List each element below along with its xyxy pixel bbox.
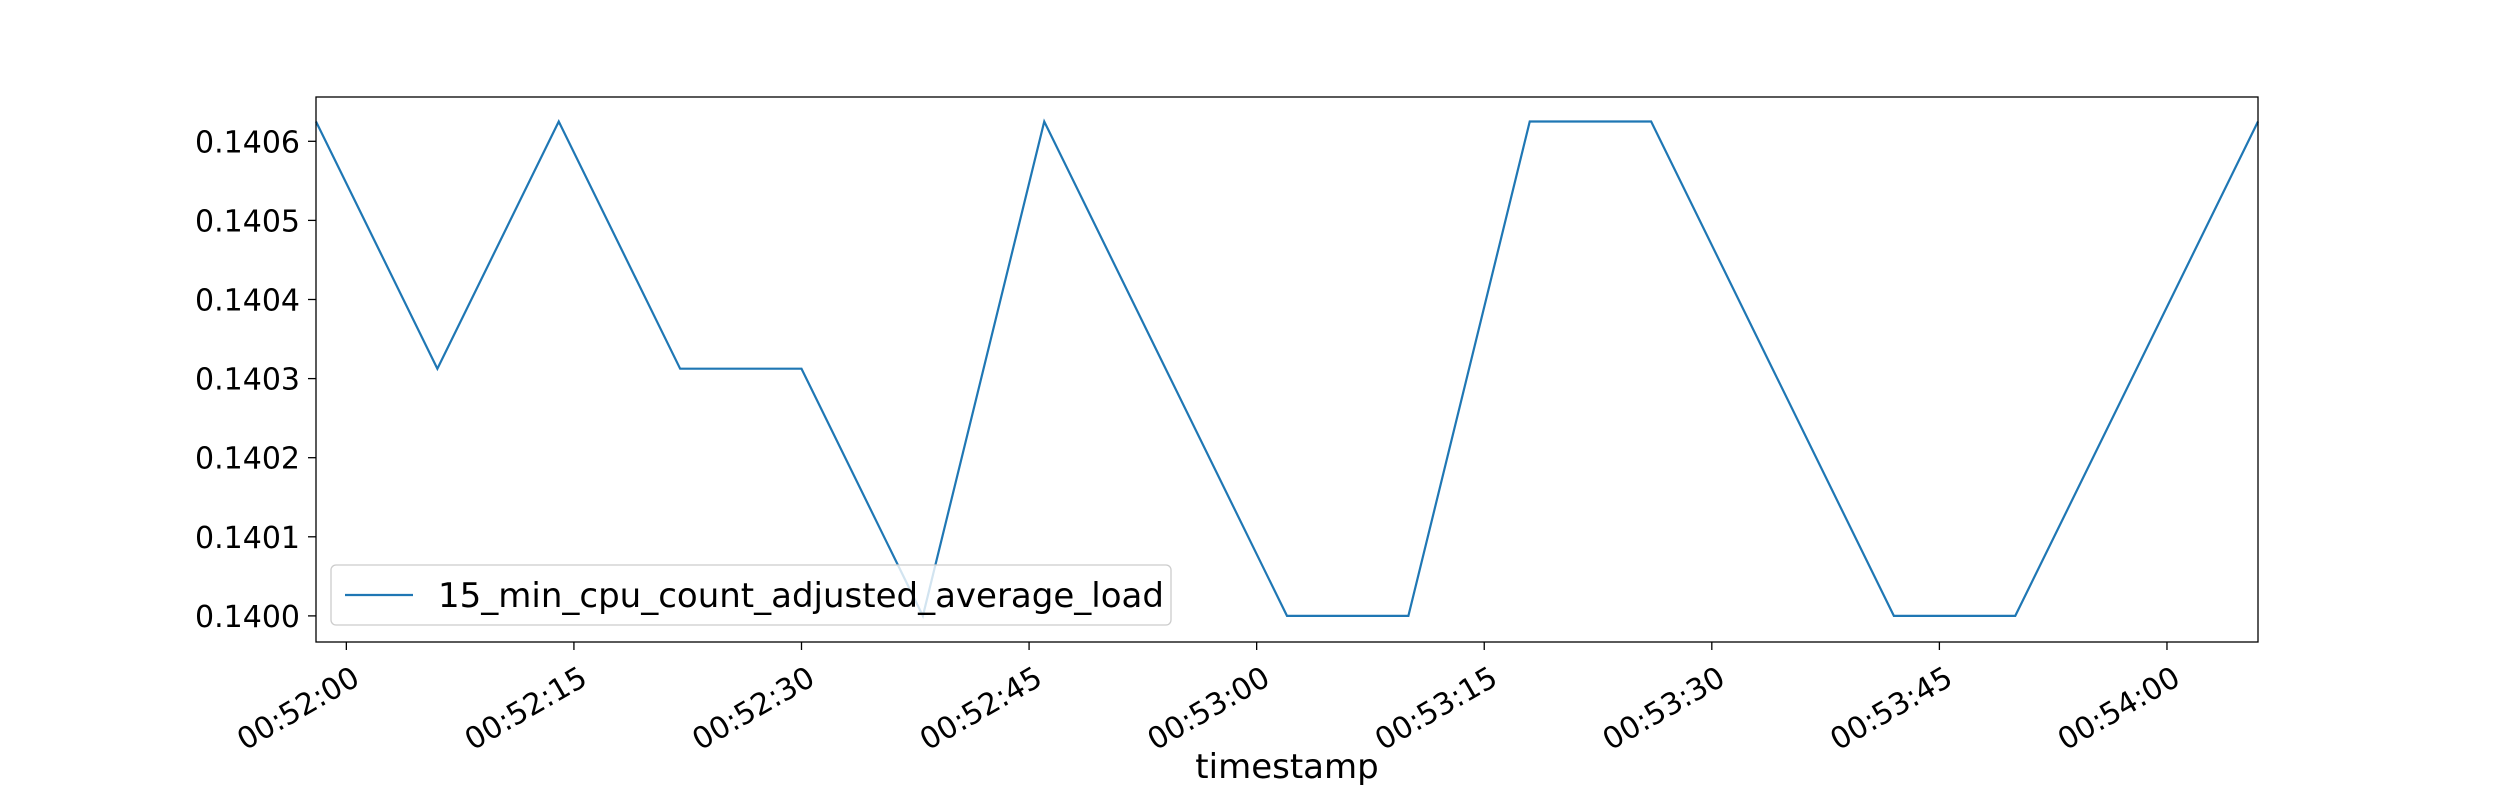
x-axis: 00:52:00 00:52:15 00:52:30 00:52:45 00:53:00… [231, 642, 2186, 758]
legend: 15_min_cpu_count_adjusted_average_load [330, 564, 1172, 626]
x-tick-label: 00:52:00 [231, 660, 365, 758]
x-tick-label: 00:52:45 [914, 660, 1048, 758]
x-tick-label: 00:53:30 [1597, 660, 1731, 758]
plot-frame [315, 96, 2259, 643]
x-axis-label: timestamp [1195, 747, 1378, 787]
series-line-0 [315, 118, 2259, 620]
y-tick-label: 0.1403 [195, 363, 300, 398]
series-lines [315, 118, 2259, 620]
x-tick-label: 00:53:00 [1142, 660, 1276, 758]
y-tick-label: 0.1406 [195, 125, 300, 160]
y-tick-label: 0.1404 [195, 283, 300, 318]
x-tick-label: 00:52:30 [687, 660, 821, 758]
x-tick-label: 00:53:15 [1369, 660, 1503, 758]
y-tick-label: 0.1405 [195, 204, 300, 239]
y-tick-label: 0.1400 [195, 600, 300, 635]
x-tick-label: 00:52:15 [459, 660, 593, 758]
y-axis: 0.1400 0.1401 0.1402 0.1403 0.1404 0.1405 0.14… [195, 125, 316, 635]
y-tick-label: 0.1402 [195, 442, 300, 477]
legend-entry: 15_min_cpu_count_adjusted_average_load [438, 576, 1164, 616]
x-tick-label: 00:53:45 [1824, 660, 1958, 758]
y-tick-label: 0.1401 [195, 521, 300, 556]
x-tick-label: 00:54:00 [2052, 660, 2186, 758]
legend-box [330, 564, 1172, 626]
